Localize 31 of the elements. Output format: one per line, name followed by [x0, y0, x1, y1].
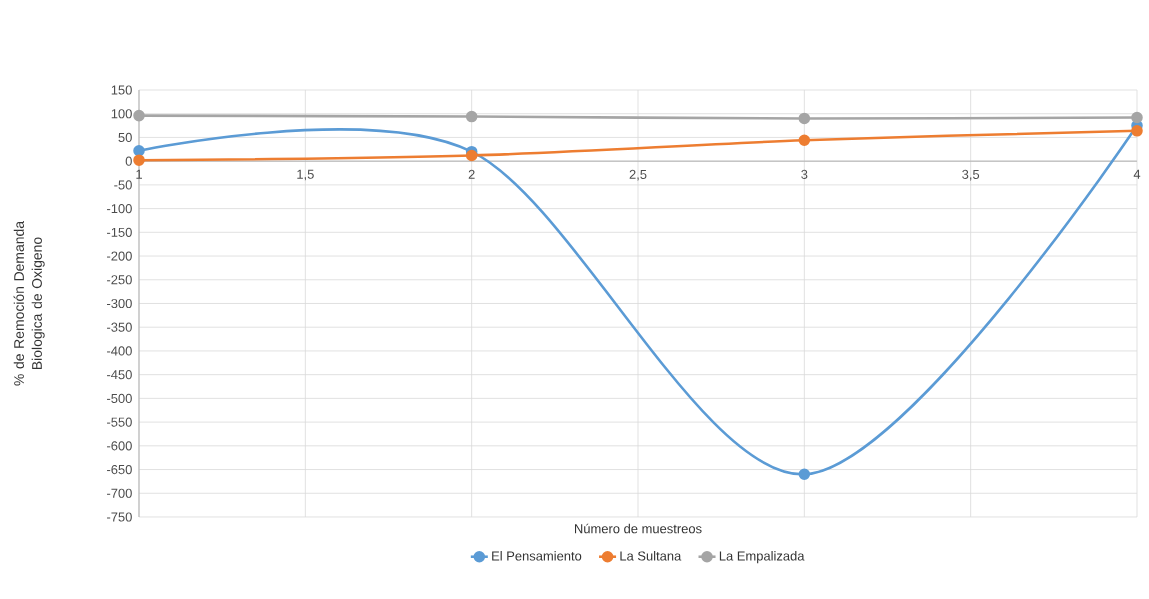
y-tick-label: -500	[107, 393, 132, 403]
y-tick-label: -150	[107, 227, 132, 237]
legend-label: La Empalizada	[719, 551, 805, 564]
y-tick-label: 100	[111, 109, 132, 119]
legend-label: La Sultana	[620, 551, 682, 561]
x-tick-label: 3	[801, 169, 808, 179]
y-tick-label: -250	[107, 275, 132, 285]
y-tick-label: -400	[107, 346, 132, 356]
x-tick-label: 3,5	[962, 169, 980, 181]
y-tick-label: -350	[107, 322, 132, 332]
y-tick-label: -550	[107, 417, 132, 427]
y-tick-label: -750	[107, 512, 132, 522]
y-tick-label: -50	[114, 180, 132, 190]
y-tick-label: 50	[118, 132, 132, 143]
y-tick-label: 0	[125, 156, 132, 166]
x-tick-label: 1,5	[297, 169, 314, 181]
x-axis-title: Número de muestreos	[575, 523, 702, 534]
y-tick-label: -100	[107, 204, 132, 214]
y-tick-label: -200	[107, 251, 132, 261]
y-tick-label: -450	[107, 370, 132, 380]
y-tick-label: -650	[107, 464, 132, 475]
legend-label: El Pensamiento	[492, 551, 582, 561]
x-tick-label: 2,5	[629, 169, 647, 181]
y-tick-label: -300	[107, 298, 132, 309]
x-tick-label: 4	[1133, 169, 1141, 179]
y-tick-label: -700	[107, 488, 132, 498]
y-tick-label: 150	[111, 85, 132, 95]
x-tick-label: 2	[468, 169, 475, 179]
x-tick-label: 1	[136, 169, 142, 179]
y-tick-label: -600	[107, 441, 132, 451]
y-axis-title: % de Remoción Demanda Biologica de Oxigeno	[13, 220, 45, 386]
